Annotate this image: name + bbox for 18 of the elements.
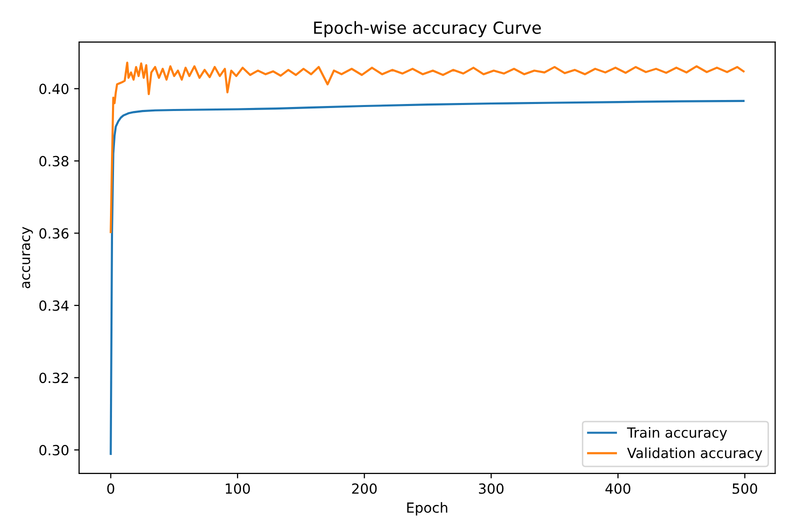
x-tick-label: 100 bbox=[226, 483, 250, 494]
line-series bbox=[110, 62, 745, 234]
x-tick-label: 400 bbox=[605, 483, 630, 494]
x-axis-title: Epoch bbox=[407, 502, 448, 516]
legend-label: Validation accuracy bbox=[627, 447, 762, 461]
y-tick-label: 0.36 bbox=[39, 228, 69, 239]
y-tick-label: 0.32 bbox=[39, 372, 68, 384]
x-tick-label: 0 bbox=[107, 483, 114, 494]
x-tick-label: 500 bbox=[732, 483, 758, 494]
legend-label: Train accuracy bbox=[626, 427, 727, 441]
y-axis-title: accuracy bbox=[22, 226, 33, 288]
y-tick-label: 0.40 bbox=[39, 84, 68, 94]
chart-title: Epoch-wise accuracy Curve bbox=[314, 21, 541, 38]
y-tick-label: 0.34 bbox=[39, 300, 69, 311]
y-tick-label: 0.38 bbox=[39, 156, 68, 166]
x-tick-label: 200 bbox=[352, 483, 377, 494]
x-tick-label: 300 bbox=[478, 483, 504, 494]
y-tick-label: 0.30 bbox=[39, 444, 68, 456]
